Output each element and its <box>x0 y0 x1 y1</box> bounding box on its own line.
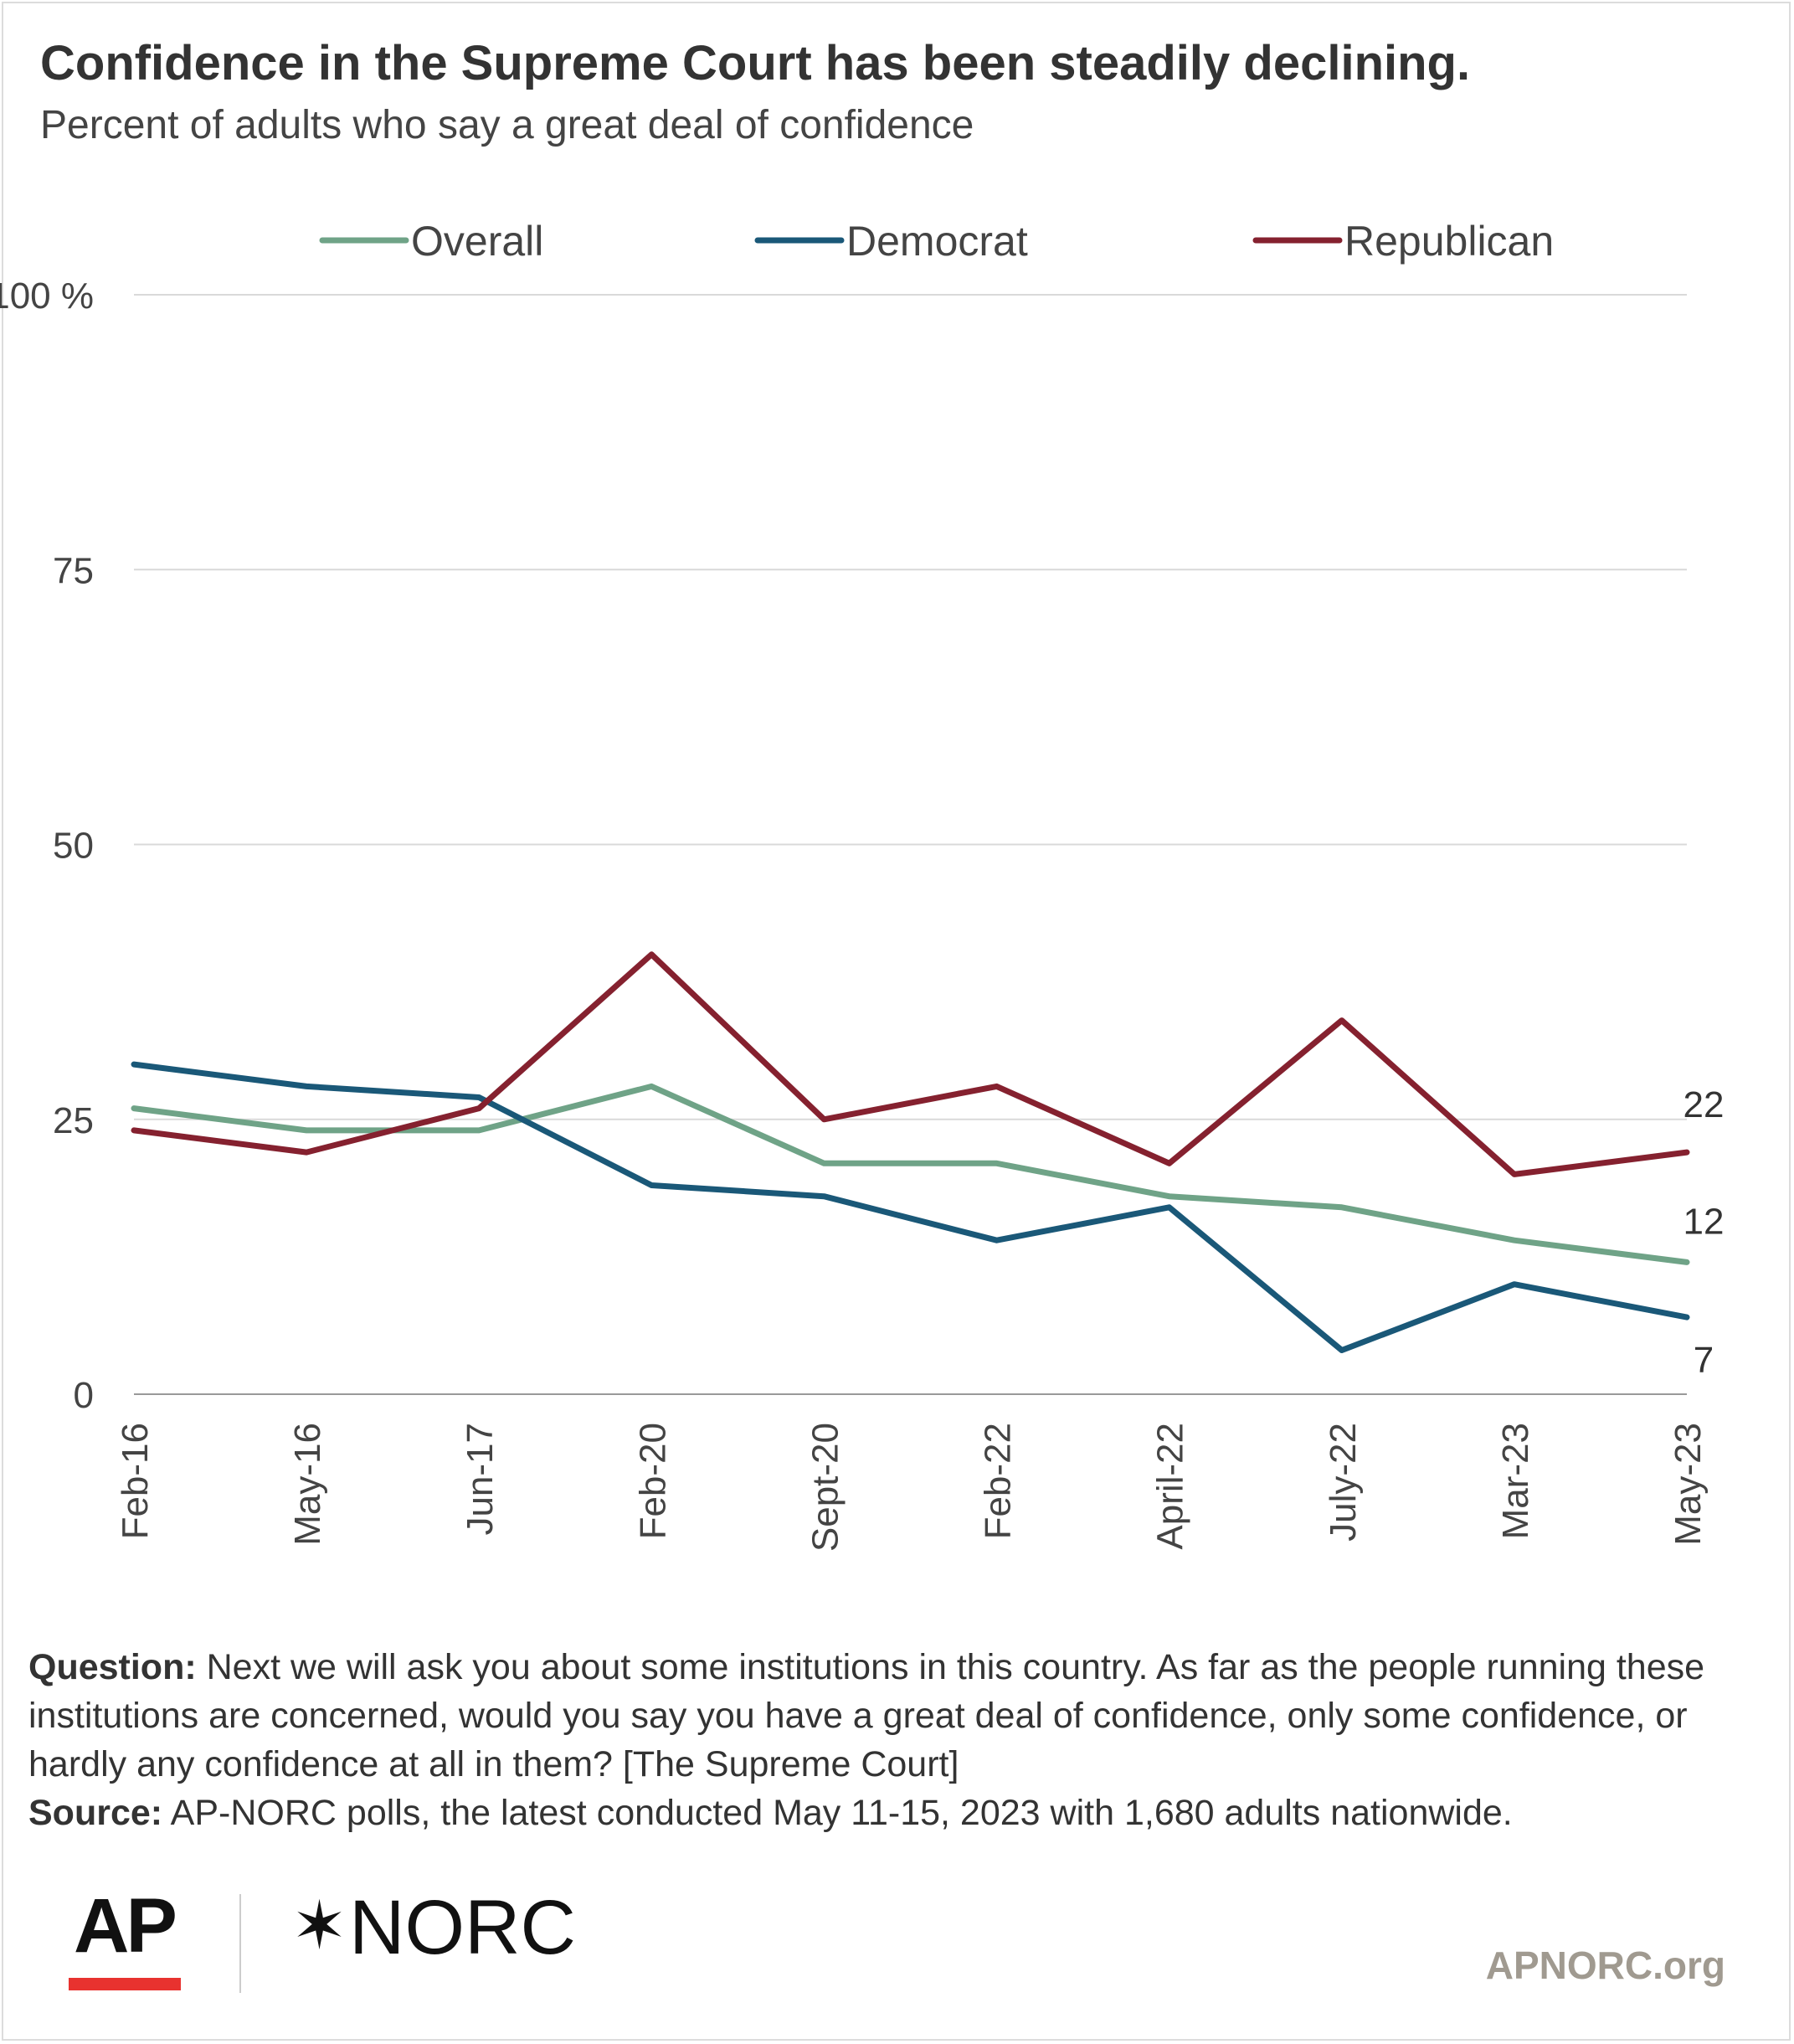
end-value-label: 7 <box>1694 1340 1714 1381</box>
x-tick-label: April-22 <box>1150 1423 1191 1550</box>
source-note: Source: AP-NORC polls, the latest conduc… <box>28 1789 1770 1837</box>
x-tick-label: May-16 <box>287 1423 328 1546</box>
x-tick-label: Mar-23 <box>1495 1423 1536 1539</box>
ap-logo: AP <box>74 1883 177 1969</box>
x-tick-label: Sept-20 <box>804 1423 846 1552</box>
norc-logo-text: NORC <box>349 1885 576 1970</box>
source-text: AP-NORC polls, the latest conducted May … <box>162 1793 1513 1833</box>
series-line-republican <box>131 951 1690 1177</box>
norc-logo: ✶NORC <box>291 1884 576 1972</box>
end-value-label: 12 <box>1683 1201 1725 1242</box>
norc-star-icon: ✶ <box>291 1888 348 1963</box>
y-tick-label: 75 <box>53 550 94 591</box>
site-link[interactable]: APNORC.org <box>1485 1944 1725 1987</box>
chart-title: Confidence in the Supreme Court has been… <box>40 36 1471 90</box>
x-tick-label: Feb-16 <box>115 1423 156 1539</box>
question-note: Question: Next we will ask you about som… <box>28 1643 1770 1789</box>
line-chart: 100 % 75 50 25 0 Feb-16 May-16 Jun-17 Feb-20 Sept… <box>0 218 1725 1552</box>
x-tick-label: Feb-20 <box>632 1423 673 1539</box>
x-tick-label: Feb-22 <box>978 1423 1019 1539</box>
chart-notes: Question: Next we will ask you about som… <box>28 1643 1770 1837</box>
source-label: Source: <box>28 1793 163 1833</box>
x-tick-label: Jun-17 <box>460 1423 501 1536</box>
legend-entry: Democrat <box>846 218 1028 265</box>
series-line-democrat <box>131 1061 1690 1353</box>
legend-entry: Republican <box>1344 218 1554 265</box>
legend-entry: Overall <box>411 218 543 265</box>
y-tick-label: 25 <box>53 1100 94 1141</box>
y-tick-label: 50 <box>53 826 94 867</box>
x-tick-label: May-23 <box>1668 1423 1709 1546</box>
question-label: Question: <box>28 1647 197 1687</box>
end-value-label: 22 <box>1683 1084 1725 1125</box>
y-tick-label: 0 <box>74 1375 94 1416</box>
y-tick-label: 100 % <box>0 275 94 317</box>
logo-divider <box>239 1894 241 1993</box>
chart-subtitle: Percent of adults who say a great deal o… <box>40 103 974 147</box>
series-line-overall <box>131 1083 1690 1265</box>
ap-logo-underline <box>69 1978 181 1990</box>
x-tick-label: July-22 <box>1323 1423 1364 1542</box>
question-text: Next we will ask you about some institut… <box>28 1647 1705 1784</box>
